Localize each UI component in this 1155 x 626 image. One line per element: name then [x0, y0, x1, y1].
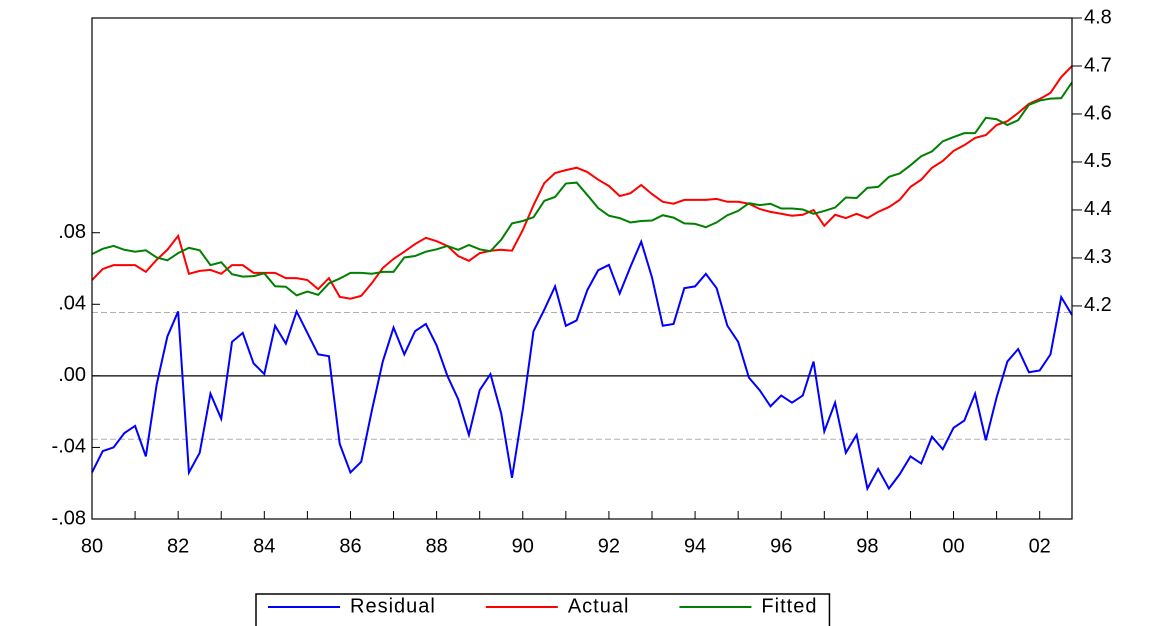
x-tick-label: 00 — [942, 535, 964, 557]
y-tick-label: .08 — [58, 221, 86, 243]
y2-tick-label: 4.6 — [1084, 102, 1112, 124]
y-tick-label: -.08 — [52, 507, 86, 529]
y-tick-label: -.04 — [52, 436, 86, 458]
y2-tick-label: 4.7 — [1084, 54, 1112, 76]
series-line — [91, 238, 1073, 492]
y2-tick-label: 4.4 — [1084, 198, 1112, 220]
legend-label: Actual — [568, 595, 630, 617]
x-tick-label: 02 — [1029, 535, 1051, 557]
x-tick-label: 98 — [856, 535, 878, 557]
x-tick-label: 80 — [81, 535, 103, 557]
x-tick-label: 96 — [770, 535, 792, 557]
y2-tick-label: 4.5 — [1084, 150, 1112, 172]
x-tick-label: 86 — [339, 535, 361, 557]
x-tick-label: 94 — [684, 535, 706, 557]
y-tick-label: .04 — [58, 293, 86, 315]
series-line — [91, 65, 1073, 300]
legend-box — [255, 593, 831, 626]
legend-label: Residual — [350, 595, 436, 617]
x-tick-label: 82 — [167, 535, 189, 557]
y2-tick-label: 4.8 — [1084, 6, 1112, 28]
x-tick-label: 90 — [512, 535, 534, 557]
legend: Residual Actual Fitted — [255, 593, 831, 626]
plot-frame — [91, 17, 1073, 520]
x-tick-label: 84 — [253, 535, 275, 557]
series-line — [91, 81, 1073, 297]
x-tick-label: 88 — [425, 535, 447, 557]
y-tick-label: .00 — [58, 364, 86, 386]
y2-tick-label: 4.2 — [1084, 294, 1112, 316]
y2-tick-label: 4.3 — [1084, 246, 1112, 268]
x-tick-label: 92 — [598, 535, 620, 557]
legend-label: Fitted — [761, 595, 817, 617]
